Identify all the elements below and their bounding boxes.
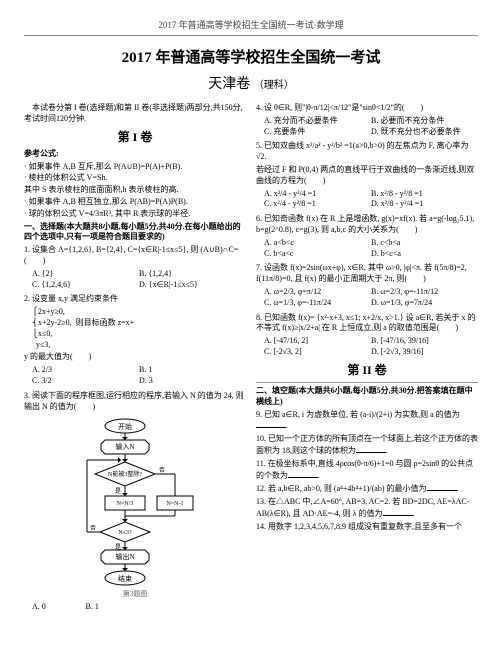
q2-opt-a: A. 2/3 xyxy=(32,365,139,376)
q8-opt-a: A. [-47/16, 2] xyxy=(264,336,371,347)
q7-opt-b: B. ω=2/3, φ=-11π/12 xyxy=(371,287,478,298)
q8-opt-b: B. [-47/16, 39/16] xyxy=(371,336,478,347)
flow-output: 输出N xyxy=(115,552,134,561)
q2-opt-c: C. 3/2 xyxy=(32,376,139,387)
q7-opt-c: C. ω=1/3, φ=-11π/24 xyxy=(264,298,371,309)
q4-opt-c: C. 充要条件 xyxy=(264,127,371,138)
flow-cond1: N能被3整除? xyxy=(108,470,142,478)
question-11: 11. 在极坐标系中,直线 4ρcos(θ-π/6)+1=0 与圆 ρ=2sin… xyxy=(256,459,478,482)
q1-opt-c: C. {1,2,4,6} xyxy=(32,280,139,291)
question-12: 12. 若 a,b∈R, ab>0, 则 (a⁴+4b⁴+1)/(ab) 的最小… xyxy=(256,483,478,495)
question-5b: 若经过 F 和 P(0,4) 两点的直线平行于双曲线的一条渐近线,则双曲线的方程… xyxy=(256,165,478,187)
q5-opt-c: C. x²/4 - y²/8 =1 xyxy=(264,199,371,210)
flow-yes: 是 xyxy=(115,488,121,495)
volume-1-head: 第 I 卷 xyxy=(24,129,246,145)
question-1: 1. 设集合 A={1,2,6}, B={2,4}, C={x∈R|-1≤x≤5… xyxy=(24,245,246,267)
q8-options: A. [-47/16, 2] B. [-47/16, 39/16] C. [-2… xyxy=(264,336,478,358)
q4-options: A. 充分而不必要条件 B. 必要而不充分条件 C. 充要条件 D. 既不充分也… xyxy=(264,116,478,138)
q8-opt-d: D. [-2√3, 39/16] xyxy=(371,347,478,358)
question-13: 13. 在△ABC 中,∠A=60°, AB=3, AC=2. 若 BD=2DC… xyxy=(256,497,478,520)
q3-opt-a: A. 0 xyxy=(32,602,86,613)
q5-options: A. x²/4 - y²/4 =1 B. x²/8 - y²/8 =1 C. x… xyxy=(264,189,478,211)
sub-title-text: 天津卷 xyxy=(208,77,250,92)
question-6: 6. 已知奇函数 f(x) 在 R 上是增函数, g(x)=xf(x). 若 a… xyxy=(256,214,478,236)
q2-tail: y 的最大值为( ) xyxy=(24,352,246,363)
question-4: 4. 设 θ∈R, 则"|θ-π/12|<π/12"是"sinθ<1/2"的( … xyxy=(256,103,478,114)
ref-2: · 棱柱的体积公式 V=Sh. xyxy=(24,173,246,184)
q1-opt-d: D. {x∈R|-1≤x≤5} xyxy=(139,280,246,291)
q6-opt-d: D. b<c<a xyxy=(371,249,478,260)
flow-box2: N=N-1 xyxy=(166,501,183,507)
flow-start: 开始 xyxy=(118,422,132,431)
reference-title: 参考公式: xyxy=(24,149,246,160)
question-3: 3. 阅读下面的程序框图,运行相应的程序,若输入 N 的值为 24, 则输出 N… xyxy=(24,391,246,413)
q7-options: A. ω=2/3, φ=π/12 B. ω=2/3, φ=-11π/12 C. … xyxy=(264,287,478,309)
question-14: 14. 用数字 1,2,3,4,5,6,7,8,9 组成没有重复数字,且至多有一… xyxy=(256,522,478,533)
question-8: 8. 已知函数 f(x)= {x²-x+3, x≤1; x+2/x, x>1.}… xyxy=(256,313,478,335)
ref-4: · 球的体积公式 V=4/3πR³, 其中 R 表示球的半径. xyxy=(24,209,246,220)
q4-opt-a: A. 充分而不必要条件 xyxy=(264,116,371,127)
q5-opt-d: D. x²/8 - y²/4 =1 xyxy=(371,199,478,210)
q7-opt-d: D. ω=1/3, φ=7π/24 xyxy=(371,298,478,309)
q5-opt-a: A. x²/4 - y²/4 =1 xyxy=(264,189,371,200)
page-header: 2017 年普通高等学校招生全国统一考试·数学理 xyxy=(24,18,478,36)
sub-title-note: （理科） xyxy=(254,80,294,91)
flow-cond2: N≤3? xyxy=(118,530,132,536)
q4-opt-b: B. 必要而不充分条件 xyxy=(371,116,478,127)
question-7: 7. 设函数 f(x)=2sin(ωx+φ), x∈R, 其中 ω>0, |φ|… xyxy=(256,263,478,285)
q6-opt-a: A. a<b<c xyxy=(264,238,371,249)
ref-2b: 其中 S 表示棱柱的底面面积,h 表示棱柱的高. xyxy=(24,185,246,196)
q6-opt-c: C. b<a<c xyxy=(264,249,371,260)
q7-opt-a: A. ω=2/3, φ=π/12 xyxy=(264,287,371,298)
q1-options: A. {2} B. {1,2,4} C. {1,2,4,6} D. {x∈R|-… xyxy=(32,269,246,291)
q2-options: A. 2/3 B. 1 C. 3/2 D. 3 xyxy=(32,365,246,387)
q8-opt-c: C. [-2√3, 2] xyxy=(264,347,371,358)
question-5: 5. 已知双曲线 x²/a² - y²/b² =1(a>0,b>0) 的左焦点为… xyxy=(256,141,478,163)
flow-no: 否 xyxy=(159,467,165,474)
q1-opt-a: A. {2} xyxy=(32,269,139,280)
question-10: 10. 已知一个正方体的所有顶点在一个球面上,若这个正方体的表面积为 18,则这… xyxy=(256,434,478,457)
q5-opt-b: B. x²/8 - y²/8 =1 xyxy=(371,189,478,200)
ref-3: · 如果事件 A,B 相互独立,那么 P(AB)=P(A)P(B). xyxy=(24,197,246,208)
q6-opt-b: B. c<b<a xyxy=(371,238,478,249)
flow-box1: N=N/3 xyxy=(117,501,134,507)
question-2: 2. 设变量 x,y 满足约束条件 xyxy=(24,294,246,305)
column-right: 4. 设 θ∈R, 则"|θ-π/12|<π/12"是"sinθ<1/2"的( … xyxy=(256,101,478,617)
q2-opt-d: D. 3 xyxy=(139,376,246,387)
sub-title: 天津卷 （理科） xyxy=(24,73,478,93)
q4-opt-d: D. 既不充分也不必要条件 xyxy=(371,127,478,138)
main-title: 2017 年普通高等学校招生全国统一考试 xyxy=(24,46,478,67)
q2-opt-b: B. 1 xyxy=(139,365,246,376)
column-left: 本试卷分第 I 卷(选择题)和第 II 卷(非选择题)两部分,共150分,考试时… xyxy=(24,101,246,617)
q2-conditions: ⎧2x+y≥0, ⎨x+2y-2≥0, 则目标函数 z=x+ ⎩x≤0, y≤3… xyxy=(32,307,246,350)
flow-end: 结束 xyxy=(118,574,132,583)
flow-input: 输入N xyxy=(115,442,134,451)
volume-2-head: 第 II 卷 xyxy=(256,362,478,378)
fill-heading: 二、填空题(本大题共6小题,每小题5分,共30分.把答案填在题中横线上) xyxy=(256,386,478,408)
figure-caption: 第3题图 xyxy=(24,590,246,599)
q3-opt-b: B. 1 xyxy=(86,602,140,613)
ref-1: · 如果事件 A,B 互斥,那么 P(A∪B)=P(A)+P(B). xyxy=(24,162,246,173)
question-9: 9. 已知 a∈R, i 为虚数单位, 若 (a-i)/(2+i) 为实数,则 … xyxy=(256,410,478,433)
q3-options: A. 0 B. 1 xyxy=(32,602,246,613)
q1-opt-b: B. {1,2,4} xyxy=(139,269,246,280)
exam-intro: 本试卷分第 I 卷(选择题)和第 II 卷(非选择题)两部分,共150分,考试时… xyxy=(24,103,246,125)
q6-options: A. a<b<c B. c<b<a C. b<a<c D. b<c<a xyxy=(264,238,478,260)
flowchart-diagram: 开始 输入N N能被3整除? 是 否 N=N/3 N=N-1 xyxy=(75,416,195,586)
flow-no2: 否 xyxy=(90,525,96,532)
choice-heading: 一、选择题(本大题共8小题,每小题5分,共40分.在每小题给出的四个选项中,只有… xyxy=(24,222,246,244)
